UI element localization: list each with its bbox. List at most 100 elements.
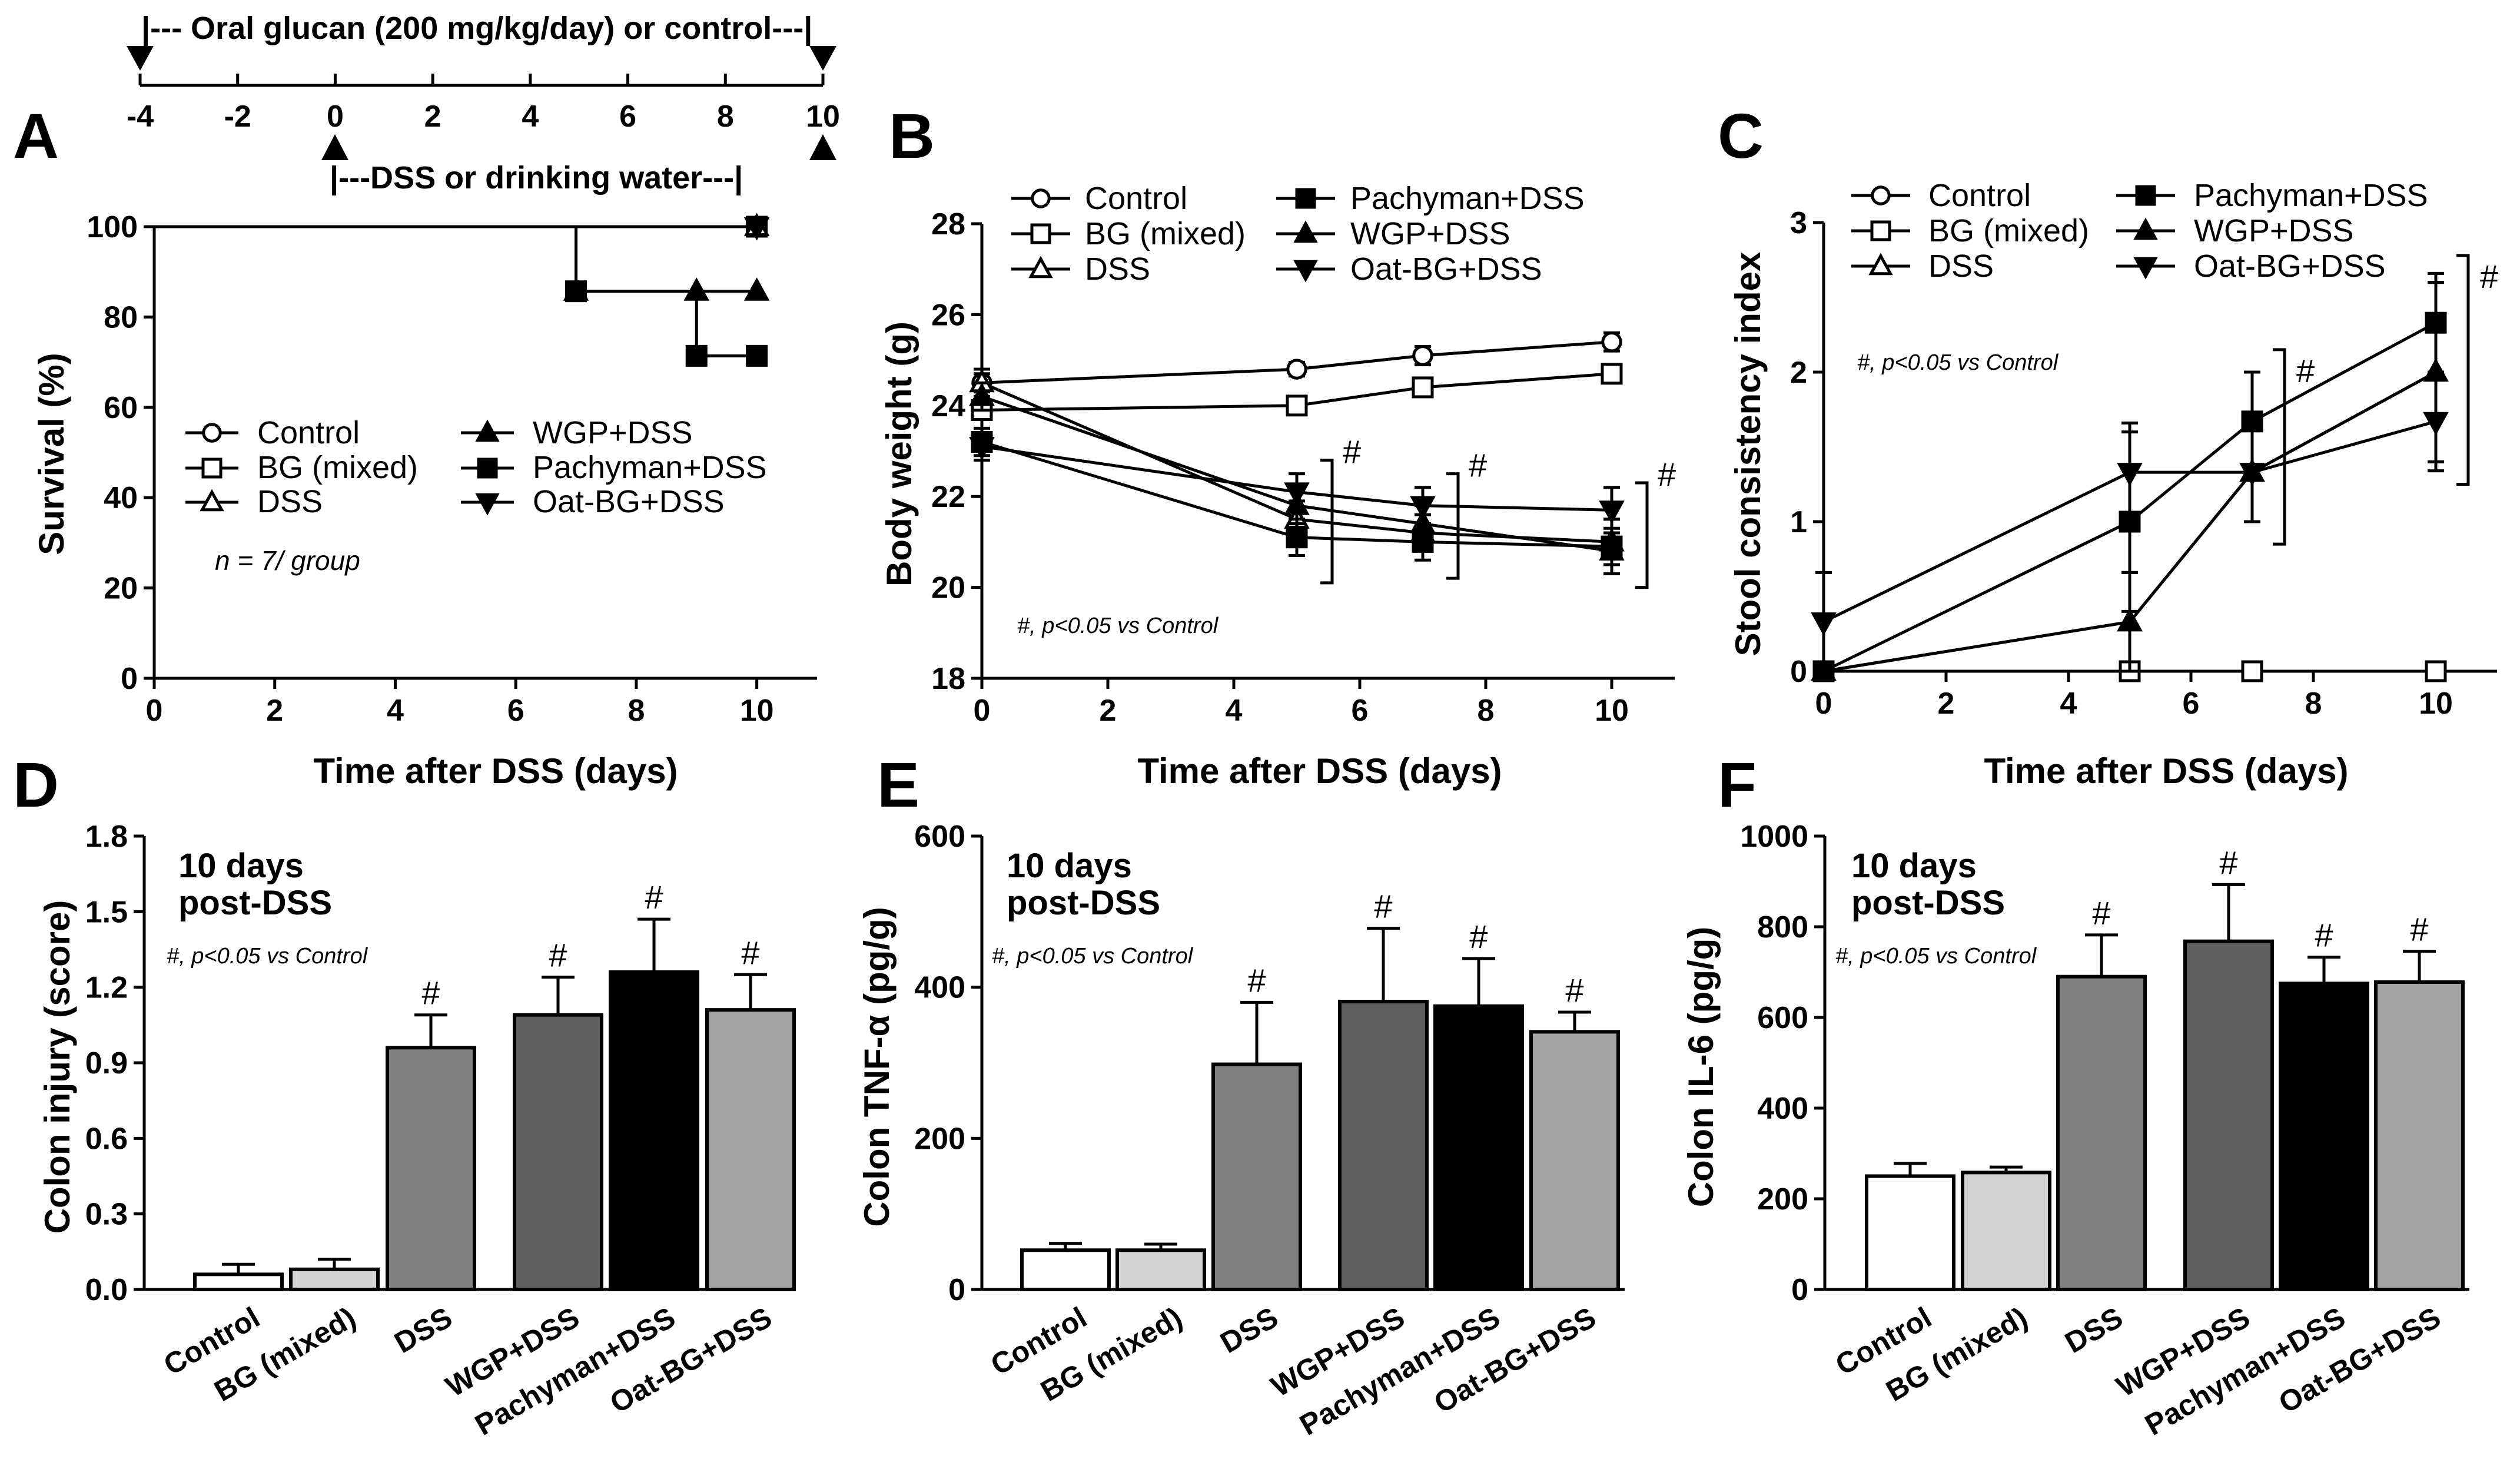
y-tick-label: 20 [931,571,965,605]
legend-marker-control [1031,188,1051,208]
legend-marker-dss [1028,256,1053,279]
bar-bg-mixed [1115,1248,1206,1291]
legend-a-control: Control [257,415,360,450]
bar-dss [1211,1062,1302,1291]
y-tick-label: 18 [931,662,965,696]
legend-c-pachyman: Pachyman+DSS [2194,178,2428,213]
x-tick-label: 0 [146,694,163,728]
y-tick-label: 1.2 [85,971,128,1005]
panel-d-days1: 10 days [178,847,304,885]
y-tick-label: 0.3 [85,1198,128,1232]
series-line-pachyman-dss [154,225,757,357]
legend-a-bg: BG (mixed) [257,450,418,485]
bar-pachyman-dss [609,970,699,1291]
marker-oat-bg-dss [743,217,770,241]
legend-c-dss: DSS [1928,248,1994,284]
legend-b-control: Control [1085,181,1187,216]
legend-marker-bg-mixed [1870,220,1891,241]
legend-marker-pachyman-dss [477,457,498,479]
category-label-oat-bg-dss: Oat-BG+DSS [2273,1301,2446,1420]
category-label-dss: DSS [2059,1301,2128,1360]
marker-control [1601,331,1622,353]
legend-b-oat: Oat-BG+DSS [1350,251,1542,287]
bar-wgp-dss [1338,1000,1429,1292]
panel-letter-f: F [1718,749,1757,820]
legend-marker-pachyman-dss [1295,188,1316,209]
panel-b-legend-markers [1011,188,1335,283]
y-tick-label: 80 [104,300,138,334]
significance-mark: # [1343,433,1361,470]
legend-b-pachyman: Pachyman+DSS [1350,181,1585,216]
x-tick-label: 10 [2419,687,2453,721]
panel-f-ylabel: Colon IL-6 (pg/g) [1681,927,1721,1208]
timeline-tick-label: 0 [327,100,344,134]
panel-letter-e: E [877,749,919,820]
y-tick-label: 600 [1757,1001,1808,1035]
bar-dss [386,1046,476,1292]
y-tick-label: 20 [104,572,138,606]
marker-oat-bg-dss [969,437,995,460]
bar-wgp-dss [513,1013,603,1291]
panel-d-ylabel: Colon injury (score) [38,900,77,1234]
bar-control [193,1272,284,1291]
legend-c-bg: BG (mixed) [1928,213,2089,248]
significance-mark: # [1374,888,1392,925]
x-tick-label: 8 [627,694,645,728]
y-tick-label: 400 [914,971,965,1005]
legend-a-oat: Oat-BG+DSS [533,484,725,519]
legend-marker-oat-bg-dss [475,493,500,516]
marker-wgp-dss [969,382,995,406]
significance-mark: # [1247,962,1266,999]
panel-c-legend: Control BG (mixed) DSS Pachyman+DSS WGP+… [1851,178,2428,284]
marker-oat-bg-dss [2423,412,2449,436]
panel-letter-b: B [889,100,935,171]
bar-bg-mixed [1961,1171,2051,1291]
y-tick-label: 2 [1790,356,1807,390]
y-tick-label: 24 [931,389,965,423]
legend-marker-wgp-dss [2133,217,2158,240]
timeline-tick-label: 8 [717,100,734,134]
significance-mark: # [1469,447,1487,484]
significance-mark: # [741,934,759,971]
significance-mark: # [1658,456,1676,493]
legend-marker-wgp-dss [1293,220,1318,243]
bar-oat-bg-dss [1529,1030,1620,1291]
panel-f-note: #, p<0.05 vs Control [1835,944,2037,969]
panel-b-ylabel: Body weight (g) [879,321,919,586]
legend-marker-control [202,423,222,443]
legend-marker-bg-mixed [201,457,223,479]
bar-wgp-dss [2183,939,2274,1291]
timeline-ticks: -4 -2 0 2 4 6 8 10 [127,74,840,134]
series-line-wgp-dss [1823,370,2437,673]
series-line-control [981,340,1612,384]
marker-pachyman-dss [685,344,708,367]
legend-marker-control [1871,185,1891,205]
bar-control [1020,1248,1111,1291]
x-tick-label: 6 [507,694,524,728]
panel-a-n-note: n = 7/ group [215,545,360,576]
series-line-bg-mixed [981,372,1612,412]
bar-oat-bg-dss [2374,980,2465,1291]
x-tick-label: 10 [1595,694,1629,728]
panel-d-note: #, p<0.05 vs Control [167,944,368,969]
x-tick-label: 4 [387,694,404,728]
legend-marker-dss [200,489,224,512]
significance-mark: # [421,974,440,1012]
significance-bracket [2273,348,2286,546]
legend-b-dss: DSS [1085,251,1150,287]
significance-bracket [1446,472,1460,580]
x-tick-label: 2 [1100,694,1117,728]
marker-oat-bg-dss [2239,463,2265,486]
y-tick-label: 200 [914,1122,965,1156]
marker-wgp-dss [743,277,770,301]
panel-letter-a: A [13,100,59,171]
category-label-oat-bg-dss: Oat-BG+DSS [1429,1301,1602,1420]
panel-c-plot: 0 2 4 6 8 10 0 1 2 3 # # [1790,206,2498,721]
marker-pachyman-dss [1286,526,1308,549]
panel-a-xlabel: Time after DSS (days) [313,751,678,791]
panel-e-ylabel: Colon TNF-α (pg/g) [857,907,897,1226]
legend-marker-pachyman-dss [2135,185,2156,206]
